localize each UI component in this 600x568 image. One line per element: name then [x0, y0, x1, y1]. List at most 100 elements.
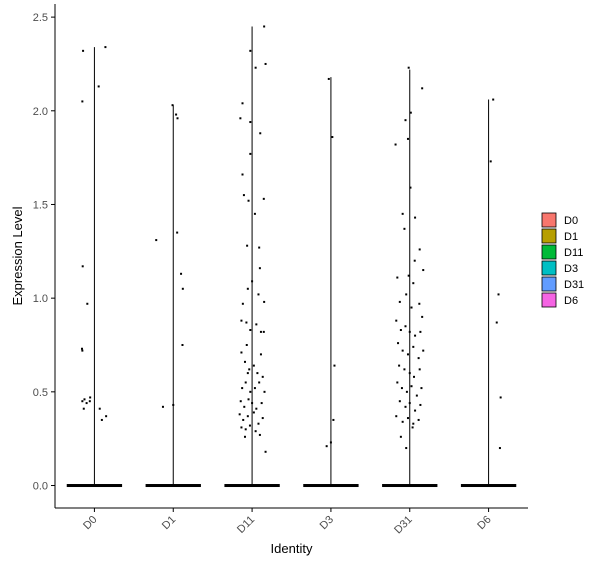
- data-point: [399, 329, 402, 332]
- data-point: [246, 287, 249, 290]
- data-point: [414, 216, 417, 219]
- data-point: [263, 25, 266, 28]
- data-point: [176, 231, 179, 234]
- data-point: [246, 415, 249, 418]
- data-point: [499, 396, 502, 399]
- data-point: [239, 400, 242, 403]
- zero-point-band: [382, 484, 438, 488]
- data-point: [155, 239, 158, 242]
- data-point: [82, 49, 85, 52]
- data-point: [394, 143, 397, 146]
- legend-label: D6: [564, 295, 578, 307]
- data-point: [180, 272, 183, 275]
- data-point: [408, 330, 411, 333]
- data-point: [329, 441, 332, 444]
- y-axis-title: Expression Level: [10, 206, 25, 305]
- data-point: [398, 300, 401, 303]
- data-point: [413, 259, 416, 262]
- data-point: [400, 387, 403, 390]
- data-point: [259, 330, 262, 333]
- data-point: [258, 246, 261, 249]
- data-point: [241, 173, 244, 176]
- data-point: [404, 405, 407, 408]
- zero-point-band: [460, 484, 517, 488]
- data-point: [251, 402, 254, 405]
- data-point: [258, 267, 261, 270]
- data-point: [419, 330, 422, 333]
- legend-swatch: [541, 260, 557, 276]
- data-point: [81, 347, 84, 350]
- x-tick-label: D1: [160, 514, 178, 532]
- y-tick-label: 1.0: [33, 293, 48, 305]
- y-tick-label: 1.5: [33, 199, 48, 211]
- data-point: [245, 343, 248, 346]
- violin-group-d0: [66, 46, 123, 488]
- data-point: [253, 387, 256, 390]
- data-point: [105, 415, 108, 418]
- data-point: [331, 136, 334, 139]
- data-point: [422, 269, 425, 272]
- data-point: [240, 319, 243, 322]
- x-tick-label: D0: [81, 514, 99, 532]
- y-axis-ticks: 0.0 0.5 1.0 1.5 2.0 2.5: [33, 12, 55, 493]
- data-point: [332, 418, 335, 421]
- data-point: [249, 49, 252, 52]
- data-point: [104, 46, 107, 49]
- data-point: [246, 372, 249, 375]
- data-point: [249, 121, 252, 124]
- data-point: [247, 199, 250, 202]
- data-point: [403, 227, 406, 230]
- data-point: [241, 387, 244, 390]
- legend-swatch: [541, 228, 557, 244]
- data-point: [419, 403, 422, 406]
- data-point: [251, 280, 254, 283]
- data-point: [262, 330, 265, 333]
- y-tick-label: 2.5: [33, 12, 48, 24]
- data-point: [263, 300, 266, 303]
- legend-label: D0: [564, 215, 578, 227]
- violin-group-d31: [382, 66, 438, 488]
- data-point: [243, 435, 246, 438]
- data-point: [404, 119, 407, 122]
- axes: 0.0 0.5 1.0 1.5 2.0 2.5 D0 D1 D11 D3 D31 D6: [33, 4, 528, 536]
- data-point: [412, 422, 415, 425]
- data-point: [258, 433, 261, 436]
- data-point: [333, 364, 336, 367]
- data-point: [242, 418, 245, 421]
- data-point: [100, 418, 103, 421]
- data-point: [404, 325, 407, 328]
- data-point: [409, 111, 412, 114]
- data-point: [417, 357, 420, 360]
- data-point: [248, 424, 251, 427]
- data-point: [259, 132, 262, 135]
- legend-swatch: [541, 244, 557, 260]
- x-axis-title: Identity: [271, 541, 313, 556]
- legend-label: D11: [564, 247, 583, 259]
- x-axis-ticks: D0 D1 D11 D3 D31 D6: [81, 508, 494, 536]
- zero-point-band: [145, 484, 201, 488]
- data-point: [249, 152, 252, 155]
- violin-group-d6: [460, 98, 517, 488]
- data-point: [498, 447, 501, 450]
- data-point: [258, 381, 261, 384]
- data-point: [81, 265, 84, 268]
- y-tick-label: 2.0: [33, 106, 48, 118]
- data-point: [264, 450, 267, 453]
- data-point: [161, 405, 164, 408]
- data-point: [395, 319, 398, 322]
- data-point: [261, 417, 264, 420]
- data-marks: [66, 25, 517, 488]
- data-point: [176, 117, 179, 120]
- violin-group-d11: [224, 25, 280, 488]
- data-point: [421, 315, 424, 318]
- data-point: [412, 345, 415, 348]
- data-point: [171, 104, 174, 107]
- zero-point-band: [66, 484, 123, 488]
- data-point: [252, 411, 255, 414]
- data-point: [405, 293, 408, 296]
- data-point: [253, 212, 256, 215]
- data-point: [264, 62, 267, 65]
- data-point: [489, 160, 492, 163]
- x-tick-label: D31: [392, 514, 415, 537]
